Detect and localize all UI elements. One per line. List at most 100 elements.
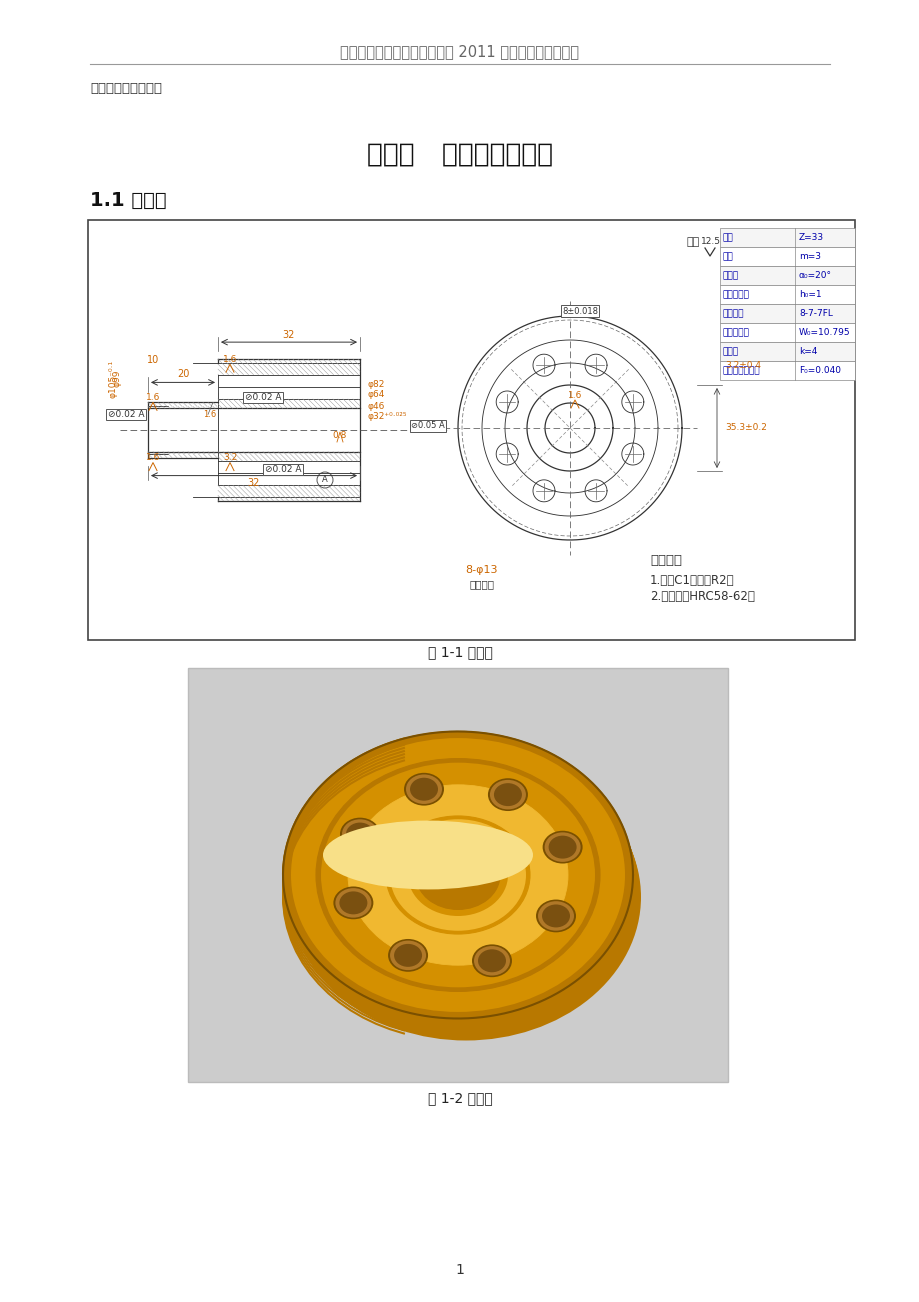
- Ellipse shape: [473, 947, 509, 975]
- Ellipse shape: [390, 819, 526, 931]
- Text: 公法线长度公差: 公法线长度公差: [722, 366, 760, 375]
- Ellipse shape: [315, 759, 599, 991]
- Ellipse shape: [540, 904, 571, 928]
- Ellipse shape: [339, 892, 367, 914]
- Ellipse shape: [407, 835, 507, 917]
- Text: 齿数: 齿数: [722, 233, 733, 242]
- Text: 1.6: 1.6: [145, 393, 160, 402]
- Bar: [720, 303, 854, 323]
- Text: 图 1-2 三维图: 图 1-2 三维图: [427, 1091, 492, 1105]
- Ellipse shape: [544, 832, 580, 862]
- Bar: [720, 266, 854, 285]
- Ellipse shape: [284, 734, 633, 1022]
- Ellipse shape: [347, 785, 567, 965]
- Bar: [720, 247, 854, 266]
- Ellipse shape: [290, 754, 641, 1040]
- Text: Z=33: Z=33: [798, 233, 823, 242]
- Ellipse shape: [405, 775, 441, 803]
- Ellipse shape: [547, 835, 577, 859]
- Ellipse shape: [487, 779, 528, 811]
- Ellipse shape: [471, 944, 512, 978]
- Text: 1.1 零件图: 1.1 零件图: [90, 190, 166, 210]
- Ellipse shape: [340, 818, 380, 850]
- Ellipse shape: [335, 888, 371, 918]
- Text: 压力角: 压力角: [722, 271, 738, 280]
- Text: 0.8: 0.8: [333, 431, 346, 440]
- Text: 技术要求: 技术要求: [650, 553, 681, 566]
- Text: φ32⁺⁰·⁰²⁵: φ32⁺⁰·⁰²⁵: [368, 411, 407, 421]
- Ellipse shape: [541, 905, 570, 927]
- Ellipse shape: [315, 759, 599, 991]
- Ellipse shape: [346, 823, 374, 845]
- Text: W₀=10.795: W₀=10.795: [798, 328, 850, 337]
- Text: F₀=0.040: F₀=0.040: [798, 366, 840, 375]
- Ellipse shape: [493, 783, 522, 807]
- Ellipse shape: [321, 763, 595, 987]
- Ellipse shape: [288, 743, 637, 1031]
- Text: 3.2: 3.2: [222, 453, 237, 462]
- Ellipse shape: [415, 841, 499, 909]
- Bar: [720, 323, 854, 342]
- Text: 20: 20: [176, 370, 189, 379]
- Ellipse shape: [415, 841, 499, 909]
- Ellipse shape: [409, 777, 438, 802]
- Ellipse shape: [289, 750, 639, 1038]
- Ellipse shape: [388, 939, 427, 971]
- Ellipse shape: [473, 947, 509, 975]
- Ellipse shape: [345, 822, 375, 846]
- Text: 8-7-7FL: 8-7-7FL: [798, 309, 832, 318]
- Text: 1.6: 1.6: [145, 453, 160, 462]
- Ellipse shape: [347, 785, 567, 965]
- Ellipse shape: [390, 819, 526, 931]
- Text: 跨齿数: 跨齿数: [722, 348, 738, 355]
- Ellipse shape: [321, 763, 595, 987]
- Ellipse shape: [544, 832, 580, 862]
- Ellipse shape: [342, 819, 378, 849]
- Text: （均布）: （均布）: [469, 579, 494, 589]
- Ellipse shape: [490, 780, 526, 810]
- Text: 2.渗碳淬火HRC58-62。: 2.渗碳淬火HRC58-62。: [650, 591, 754, 604]
- Text: 12.5: 12.5: [700, 237, 720, 246]
- Text: 3.2±0.4: 3.2±0.4: [724, 361, 760, 370]
- Text: φ99: φ99: [113, 370, 122, 387]
- Text: φ82: φ82: [368, 380, 385, 389]
- Text: 公法线长度: 公法线长度: [722, 328, 749, 337]
- Ellipse shape: [390, 940, 425, 970]
- Text: ⊘0.02 A: ⊘0.02 A: [244, 393, 281, 402]
- Ellipse shape: [283, 732, 632, 1018]
- Text: ⊘0.02 A: ⊘0.02 A: [108, 410, 144, 419]
- Text: k=4: k=4: [798, 348, 816, 355]
- Ellipse shape: [548, 836, 576, 858]
- Text: 1.6: 1.6: [222, 354, 237, 363]
- Text: ⊘0.05 A: ⊘0.05 A: [411, 422, 445, 431]
- Bar: [720, 228, 854, 247]
- Ellipse shape: [490, 780, 526, 810]
- Text: φ64: φ64: [368, 391, 385, 400]
- Text: 8±0.018: 8±0.018: [562, 306, 597, 315]
- Bar: [720, 285, 854, 303]
- Ellipse shape: [285, 738, 635, 1025]
- Ellipse shape: [476, 948, 506, 973]
- Text: 1: 1: [455, 1263, 464, 1277]
- Ellipse shape: [386, 816, 529, 934]
- Text: h₀=1: h₀=1: [798, 290, 821, 299]
- Ellipse shape: [487, 779, 528, 811]
- Text: 32: 32: [282, 331, 295, 340]
- Ellipse shape: [386, 816, 529, 934]
- Bar: [88, 220, 854, 641]
- Ellipse shape: [393, 944, 422, 967]
- Ellipse shape: [478, 949, 505, 973]
- Text: φ105⁻⁰·¹: φ105⁻⁰·¹: [108, 361, 118, 398]
- Ellipse shape: [333, 887, 373, 919]
- Text: 1.6: 1.6: [203, 410, 216, 419]
- Bar: [453, 841, 461, 850]
- Ellipse shape: [392, 943, 423, 967]
- Text: 天津大学仁爱学院机械工程系 2011 级机械制造课程设计: 天津大学仁爱学院机械工程系 2011 级机械制造课程设计: [340, 44, 579, 60]
- Text: 8-φ13: 8-φ13: [465, 565, 498, 575]
- Text: m=3: m=3: [798, 253, 820, 260]
- Ellipse shape: [536, 900, 575, 932]
- Text: 35.3±0.2: 35.3±0.2: [724, 423, 766, 432]
- Ellipse shape: [335, 888, 371, 918]
- Text: 1.倒角C1，圆角R2。: 1.倒角C1，圆角R2。: [650, 573, 734, 586]
- Text: 10: 10: [147, 355, 159, 366]
